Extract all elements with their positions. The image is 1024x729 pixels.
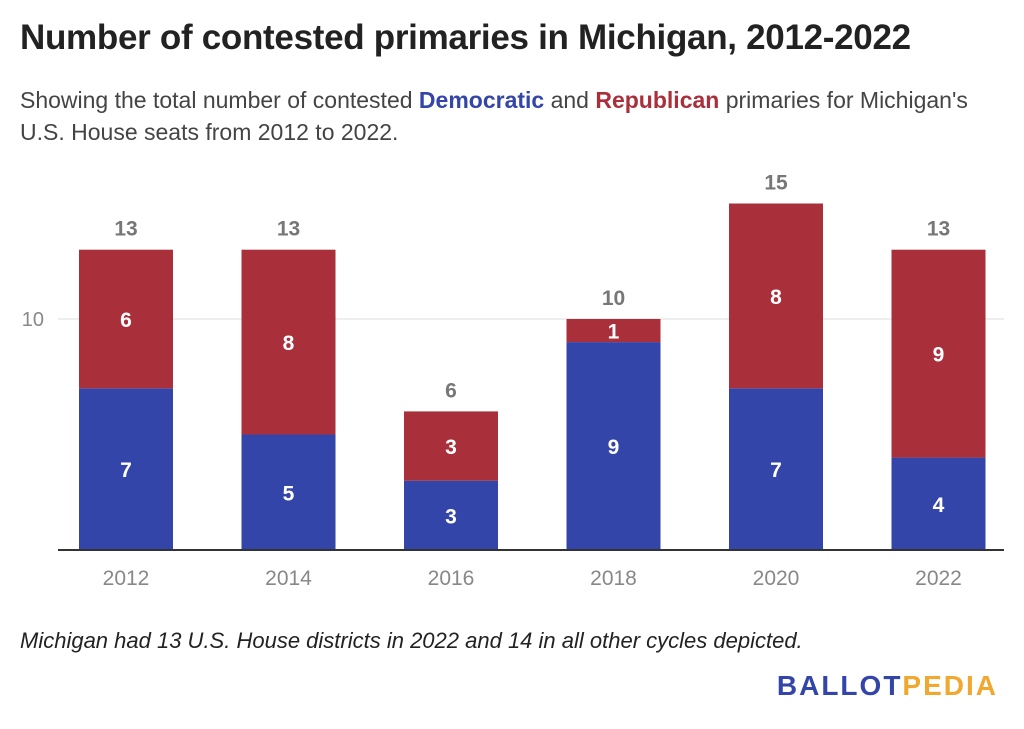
bar-label-republican-2014: 8 [283, 332, 295, 355]
chart-title: Number of contested primaries in Michiga… [20, 18, 911, 57]
total-label-2014: 13 [277, 218, 300, 241]
subtitle-republican-label: Republican [595, 87, 720, 113]
y-tick-label: 10 [22, 309, 44, 331]
chart-subtitle: Showing the total number of contested De… [20, 84, 1000, 148]
chart-footnote: Michigan had 13 U.S. House districts in … [20, 628, 803, 653]
x-tick-label-2012: 2012 [103, 567, 150, 590]
bar-democratic-2016 [404, 480, 498, 550]
bar-label-republican-2022: 9 [933, 344, 945, 367]
bar-democratic-2018 [566, 342, 661, 550]
bar-label-democratic-2012: 7 [120, 459, 132, 482]
bar-republican-2014 [241, 249, 336, 435]
x-tick-label-2020: 2020 [753, 567, 800, 590]
total-label-2012: 13 [114, 218, 137, 241]
total-label-2020: 15 [764, 172, 788, 195]
subtitle-text-end: primaries for Michigan's U.S. House seat… [20, 87, 968, 145]
x-tick-label-2016: 2016 [428, 567, 475, 590]
logo-part-ballot: BALLOT [776, 670, 903, 701]
bar-democratic-2012 [79, 388, 173, 550]
bar-republican-2012 [79, 249, 173, 389]
bar-republican-2016 [404, 411, 498, 481]
bar-republican-2018 [566, 319, 661, 343]
bar-democratic-2020 [729, 388, 823, 550]
ballotpedia-logo: BALLOTPEDIA [777, 670, 998, 702]
bar-label-democratic-2014: 5 [283, 482, 295, 505]
bar-label-republican-2016: 3 [445, 436, 457, 459]
bar-label-republican-2012: 6 [120, 309, 132, 332]
x-tick-label-2018: 2018 [590, 567, 637, 590]
bar-republican-2022 [891, 249, 986, 458]
bar-democratic-2022 [891, 457, 986, 550]
logo-part-pedia: PEDIA [902, 670, 998, 701]
x-tick-label-2022: 2022 [915, 567, 962, 590]
subtitle-text-start: Showing the total number of contested [20, 87, 419, 113]
bar-democratic-2014 [241, 434, 336, 550]
stacked-bar-chart: 10 7 6 13 2012 5 8 13 2014 3 3 6 2016 9 1 10 2018 7 8 15 202… [22, 172, 1004, 590]
bar-label-democratic-2022: 4 [933, 494, 945, 517]
bar-label-republican-2020: 8 [770, 286, 782, 309]
total-label-2022: 13 [927, 218, 950, 241]
bar-label-republican-2018: 1 [608, 321, 620, 344]
bar-label-democratic-2016: 3 [445, 505, 457, 528]
subtitle-text-middle: and [544, 87, 596, 113]
subtitle-democratic-label: Democratic [418, 87, 545, 113]
bar-republican-2020 [729, 203, 823, 389]
total-label-2018: 10 [602, 287, 625, 310]
bar-label-democratic-2020: 7 [770, 459, 782, 482]
bar-label-democratic-2018: 9 [608, 436, 620, 459]
x-tick-label-2014: 2014 [265, 567, 312, 590]
total-label-2016: 6 [445, 379, 457, 402]
